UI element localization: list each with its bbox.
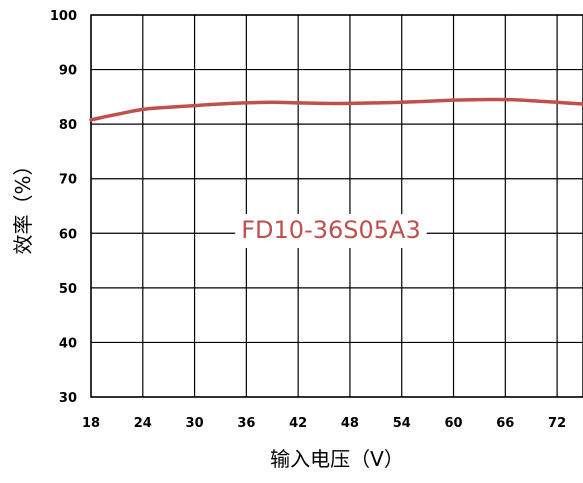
y-axis-title: 效率（%） xyxy=(11,155,35,254)
y-tick-label: 60 xyxy=(59,227,77,242)
x-tick-label: 36 xyxy=(237,416,255,431)
x-tick-label: 66 xyxy=(496,416,514,431)
grid xyxy=(90,14,583,398)
y-tick-label: 40 xyxy=(59,336,77,351)
series-layer xyxy=(89,97,583,122)
y-tick-labels: 30 40 50 60 70 80 90 100 xyxy=(50,9,77,406)
annotation-background xyxy=(235,214,427,248)
x-tick-label: 18 xyxy=(82,416,100,431)
y-tick-label: 30 xyxy=(59,391,77,406)
x-tick-label: 48 xyxy=(341,416,359,431)
efficiency-line-series xyxy=(89,97,583,122)
x-tick-label: 60 xyxy=(444,416,462,431)
x-tick-labels: 18 24 30 36 42 48 54 60 66 72 xyxy=(82,416,566,431)
y-tick-label: 100 xyxy=(50,9,77,24)
x-axis-title: 输入电压（V） xyxy=(270,447,404,471)
x-tick-label: 30 xyxy=(186,416,204,431)
x-tick-label: 42 xyxy=(289,416,307,431)
y-tick-label: 90 xyxy=(59,64,77,79)
x-tick-label: 54 xyxy=(393,416,411,431)
plot-frame xyxy=(90,14,583,398)
y-tick-label: 50 xyxy=(59,282,77,297)
x-tick-label: 72 xyxy=(548,416,566,431)
model-annotation: FD10-36S05A3 xyxy=(241,216,420,244)
x-tick-label: 24 xyxy=(134,416,152,431)
y-tick-label: 70 xyxy=(59,173,77,188)
y-tick-label: 80 xyxy=(59,118,77,133)
